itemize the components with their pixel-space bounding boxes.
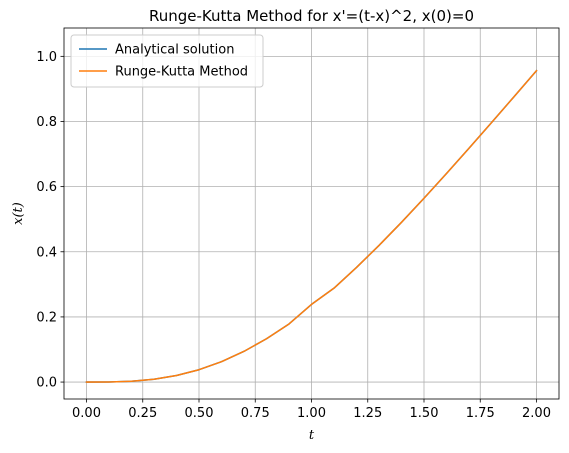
- x-tick-label: 2.00: [522, 406, 551, 421]
- x-tick-label: 1.75: [466, 406, 495, 421]
- legend-label: Runge-Kutta Method: [115, 65, 248, 80]
- y-axis-ticks: 0.0 0.2 0.4 0.6 0.8 1.0: [36, 50, 64, 391]
- y-tick-label: 0.2: [36, 310, 57, 325]
- x-tick-label: 0.75: [241, 406, 270, 421]
- legend: Analytical solution Runge-Kutta Method: [70, 34, 264, 88]
- y-tick-label: 0.4: [36, 245, 57, 260]
- legend-box: [70, 34, 264, 88]
- x-tick-label: 0.00: [72, 406, 101, 421]
- y-tick-label: 0.0: [36, 376, 57, 391]
- x-tick-label: 1.25: [353, 406, 382, 421]
- series-lines: [85, 69, 538, 383]
- grid: [64, 28, 559, 399]
- y-tick-label: 0.8: [36, 115, 57, 130]
- series-line-1: [85, 69, 538, 383]
- x-axis-label: t: [309, 428, 315, 443]
- y-tick-label: 1.0: [36, 50, 57, 65]
- chart-title: Runge-Kutta Method for x'=(t-x)^2, x(0)=…: [149, 7, 474, 25]
- x-tick-label: 1.50: [410, 406, 439, 421]
- y-axis-label: x(t): [11, 202, 26, 225]
- legend-label: Analytical solution: [115, 43, 234, 58]
- x-axis-ticks: 0.00 0.25 0.50 0.75 1.00 1.25 1.50 1.75 2.00: [72, 399, 551, 421]
- x-tick-label: 0.50: [185, 406, 214, 421]
- x-tick-label: 0.25: [128, 406, 157, 421]
- y-tick-label: 0.6: [36, 180, 57, 195]
- x-tick-label: 1.00: [297, 406, 326, 421]
